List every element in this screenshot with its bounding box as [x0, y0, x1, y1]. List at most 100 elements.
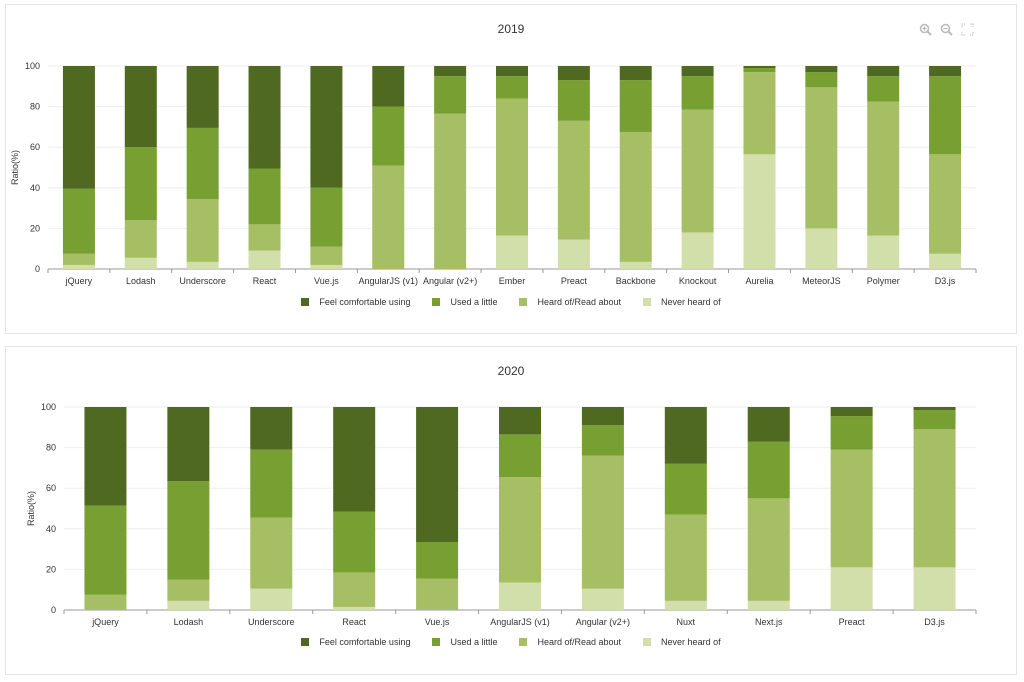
bar-segment-aurelia-heard-of-read-about [743, 72, 776, 155]
bar-segment-angular-v2-feel-comfortable-using [434, 66, 467, 77]
bar-segment-angularjs-v1-feel-comfortable-using [372, 66, 405, 107]
bar-segment-backbone-heard-of-read-about [619, 131, 652, 262]
y-tick-label: 60 [30, 142, 40, 152]
bar-segment-ember-feel-comfortable-using [496, 66, 528, 77]
bar-segment-vue-js-used-a-little [416, 541, 459, 579]
bar-segment-vue-js-feel-comfortable-using [416, 407, 459, 542]
bar-segment-ember-never-heard-of [496, 235, 528, 269]
legend-item-never-heard-of[interactable]: Never heard of [643, 297, 721, 307]
bar-segment-aurelia-feel-comfortable-using [743, 66, 776, 69]
bar-segment-next-js-heard-of-read-about [747, 498, 790, 601]
x-tick-label: Polymer [867, 276, 900, 286]
legend-item-heard-of-read-about[interactable]: Heard of/Read about [519, 297, 621, 307]
bar-segment-vue-js-heard-of-read-about [416, 578, 459, 610]
x-tick-label: Preact [561, 276, 588, 286]
bar-segment-angular-v2-used-a-little [581, 425, 624, 456]
bar-segment-react-feel-comfortable-using [333, 407, 376, 512]
bar-segment-preact-heard-of-read-about [830, 449, 873, 568]
x-tick-label: Underscore [179, 276, 226, 286]
bar-segment-underscore-heard-of-read-about [186, 198, 219, 262]
bar-segment-vue-js-used-a-little [310, 187, 343, 247]
bar-segment-underscore-heard-of-read-about [250, 517, 293, 589]
x-tick-label: AngularJS (v1) [490, 617, 550, 627]
bar-segment-react-heard-of-read-about [248, 224, 281, 251]
x-tick-label: React [342, 617, 366, 627]
zoom-out-icon[interactable] [940, 23, 953, 36]
legend-item-used-a-little[interactable]: Used a little [432, 297, 497, 307]
y-tick-label: 100 [41, 402, 56, 412]
bar-segment-angularjs-v1-never-heard-of [499, 582, 541, 610]
bar-segment-polymer-used-a-little [867, 76, 900, 102]
legend-item-feel-comfortable-using[interactable]: Feel comfortable using [301, 297, 410, 307]
y-tick-label: 40 [46, 524, 56, 534]
bar-segment-knockout-used-a-little [681, 76, 714, 110]
bar-segment-jquery-heard-of-read-about [62, 253, 95, 265]
bar-segment-aurelia-never-heard-of [743, 154, 776, 269]
bar-segment-d3-js-used-a-little [929, 76, 962, 155]
bar-segment-nuxt-never-heard-of [664, 600, 707, 610]
legend-item-feel-comfortable-using[interactable]: Feel comfortable using [301, 637, 410, 647]
legend-swatch [519, 638, 528, 646]
bar-segment-underscore-feel-comfortable-using [186, 66, 219, 128]
chart-panel-2020: 2020 0 20 40 60 80 100 Ratio(%) jQuery Lodash Und… [5, 346, 1017, 675]
x-tick-label: Nuxt [677, 617, 696, 627]
legend-item-never-heard-of[interactable]: Never heard of [643, 637, 721, 647]
legend-swatch [432, 638, 441, 646]
legend-swatch [643, 298, 652, 306]
x-tick-label: jQuery [65, 276, 93, 286]
legend-swatch [432, 298, 441, 306]
bar-segment-d3-js-feel-comfortable-using [929, 66, 962, 77]
x-tick-label: Vue.js [314, 276, 339, 286]
x-tick-label: Backbone [616, 276, 656, 286]
bar-segment-preact-feel-comfortable-using [830, 407, 873, 417]
bar-segment-polymer-heard-of-read-about [867, 101, 900, 236]
bar-segment-knockout-heard-of-read-about [681, 109, 714, 233]
bar-segment-next-js-never-heard-of [747, 600, 790, 610]
y-axis-label: Ratio(%) [10, 150, 20, 185]
x-tick-label: D3.js [924, 617, 945, 627]
bar-segment-next-js-used-a-little [747, 441, 790, 499]
chart-title: 2019 [497, 22, 525, 36]
bar-segment-preact-heard-of-read-about [557, 120, 590, 240]
bar-segment-meteorjs-used-a-little [805, 72, 838, 88]
legend-swatch [643, 638, 652, 646]
y-tick-label: 0 [35, 264, 40, 274]
y-tick-label: 80 [30, 102, 40, 112]
bar-segment-jquery-feel-comfortable-using [62, 66, 95, 189]
bar-segment-d3-js-heard-of-read-about [913, 429, 956, 568]
x-tick-label: Angular (v2+) [423, 276, 477, 286]
bar-segment-meteorjs-heard-of-read-about [805, 87, 838, 229]
x-tick-label: MeteorJS [802, 276, 841, 286]
y-axis-label: Ratio(%) [26, 491, 36, 526]
legend-label: Never heard of [661, 297, 721, 307]
legend-item-used-a-little[interactable]: Used a little [432, 637, 497, 647]
x-tick-label: Vue.js [425, 617, 450, 627]
bar-segment-polymer-never-heard-of [867, 235, 900, 269]
bar-segment-lodash-used-a-little [124, 147, 157, 221]
x-tick-label: jQuery [91, 617, 119, 627]
x-tick-label: Aurelia [745, 276, 773, 286]
stacked-bar-chart-2019: 0 20 40 60 80 100 Ratio(%) jQuery Lodash Undersco… [10, 61, 977, 286]
legend-label: Feel comfortable using [319, 297, 411, 307]
bar-segment-react-heard-of-read-about [333, 572, 376, 607]
x-tick-label: Angular (v2+) [576, 617, 630, 627]
bar-segment-ember-heard-of-read-about [496, 98, 528, 236]
bar-segment-backbone-used-a-little [619, 80, 652, 132]
x-tick-label: Lodash [174, 617, 204, 627]
legend-label: Feel comfortable using [319, 637, 411, 647]
bar-segment-preact-never-heard-of [557, 239, 590, 269]
bar-segment-vue-js-feel-comfortable-using [310, 66, 343, 188]
bar-segment-ember-used-a-little [496, 76, 528, 99]
bar-segment-angular-v2-never-heard-of [581, 588, 624, 610]
x-tick-label: Underscore [248, 617, 295, 627]
legend-label: Never heard of [661, 637, 721, 647]
fullscreen-icon[interactable] [961, 23, 974, 36]
bar-segment-preact-never-heard-of [830, 567, 873, 610]
bar-segment-lodash-feel-comfortable-using [124, 66, 157, 148]
bar-segment-angular-v2-heard-of-read-about [434, 113, 467, 269]
y-tick-label: 80 [46, 443, 56, 453]
zoom-in-icon[interactable] [919, 23, 932, 36]
bar-segment-jquery-feel-comfortable-using [84, 407, 127, 506]
chart-legend: Feel comfortable using Used a little Heard… [6, 637, 1016, 647]
legend-item-heard-of-read-about[interactable]: Heard of/Read about [519, 637, 621, 647]
